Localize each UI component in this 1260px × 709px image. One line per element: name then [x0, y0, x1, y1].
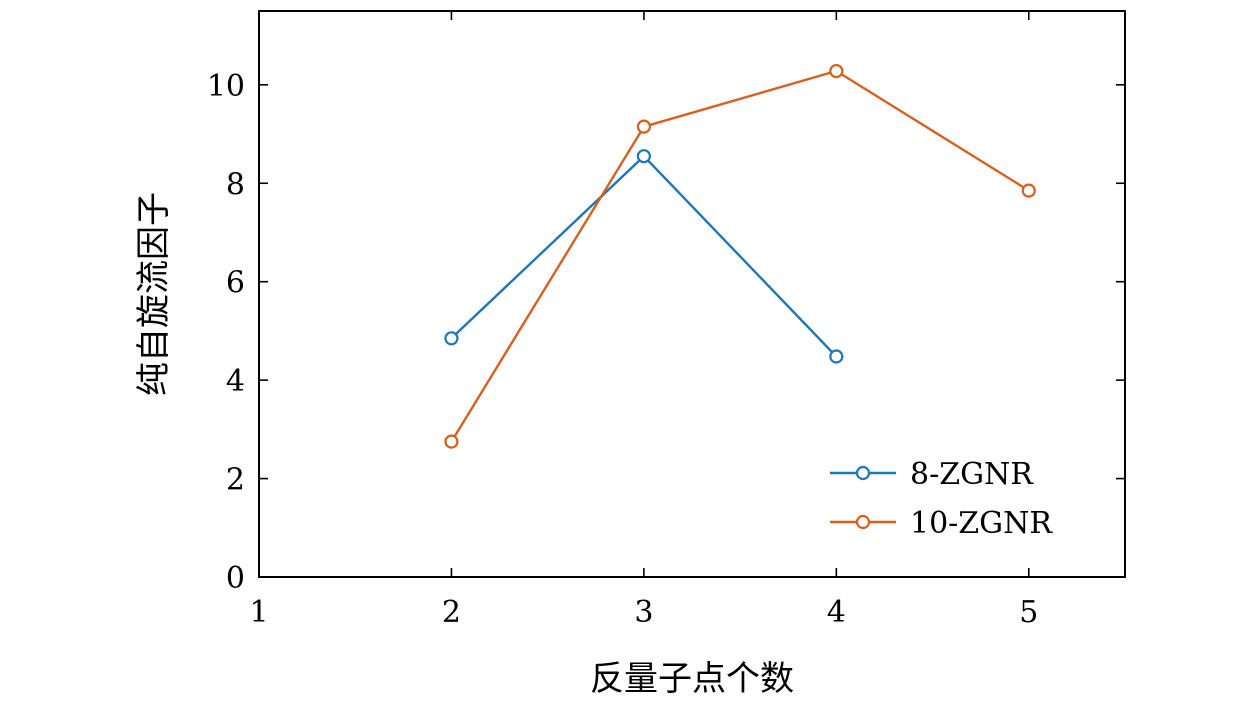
plot-frame	[258, 10, 1126, 578]
data-point	[444, 434, 459, 449]
series-layer	[444, 63, 1036, 449]
y-axis-title: 纯自旋流因子	[134, 192, 174, 396]
series-line-0	[450, 154, 838, 358]
series-line-1	[450, 69, 1030, 443]
x-tick-label: 4	[827, 595, 846, 630]
legend-marker	[855, 514, 871, 530]
y-tick-label: 0	[226, 561, 245, 596]
ticks-layer: 1 2 3 4 5 0 2 4 6 8 10	[207, 11, 1125, 630]
data-point	[636, 149, 651, 164]
data-point	[636, 119, 651, 134]
x-tick-label: 2	[442, 595, 461, 630]
y-tick-label: 8	[226, 167, 245, 202]
legend-label: 10-ZGNR	[910, 506, 1053, 541]
data-point	[444, 331, 459, 346]
legend: 8-ZGNR 10-ZGNR	[830, 457, 1053, 541]
legend-marker	[855, 465, 871, 481]
data-point	[829, 63, 844, 79]
y-tick-label: 2	[226, 463, 245, 498]
data-point	[829, 349, 844, 364]
x-tick-label: 1	[249, 595, 268, 630]
x-tick-label: 3	[634, 595, 653, 630]
y-tick-label: 4	[226, 364, 245, 399]
y-tick-label: 6	[226, 266, 245, 301]
y-tick-label: 10	[207, 69, 245, 104]
x-axis-title: 反量子点个数	[590, 659, 794, 699]
legend-label: 8-ZGNR	[910, 457, 1034, 492]
data-point	[1021, 183, 1036, 198]
x-tick-label: 5	[1019, 595, 1038, 630]
